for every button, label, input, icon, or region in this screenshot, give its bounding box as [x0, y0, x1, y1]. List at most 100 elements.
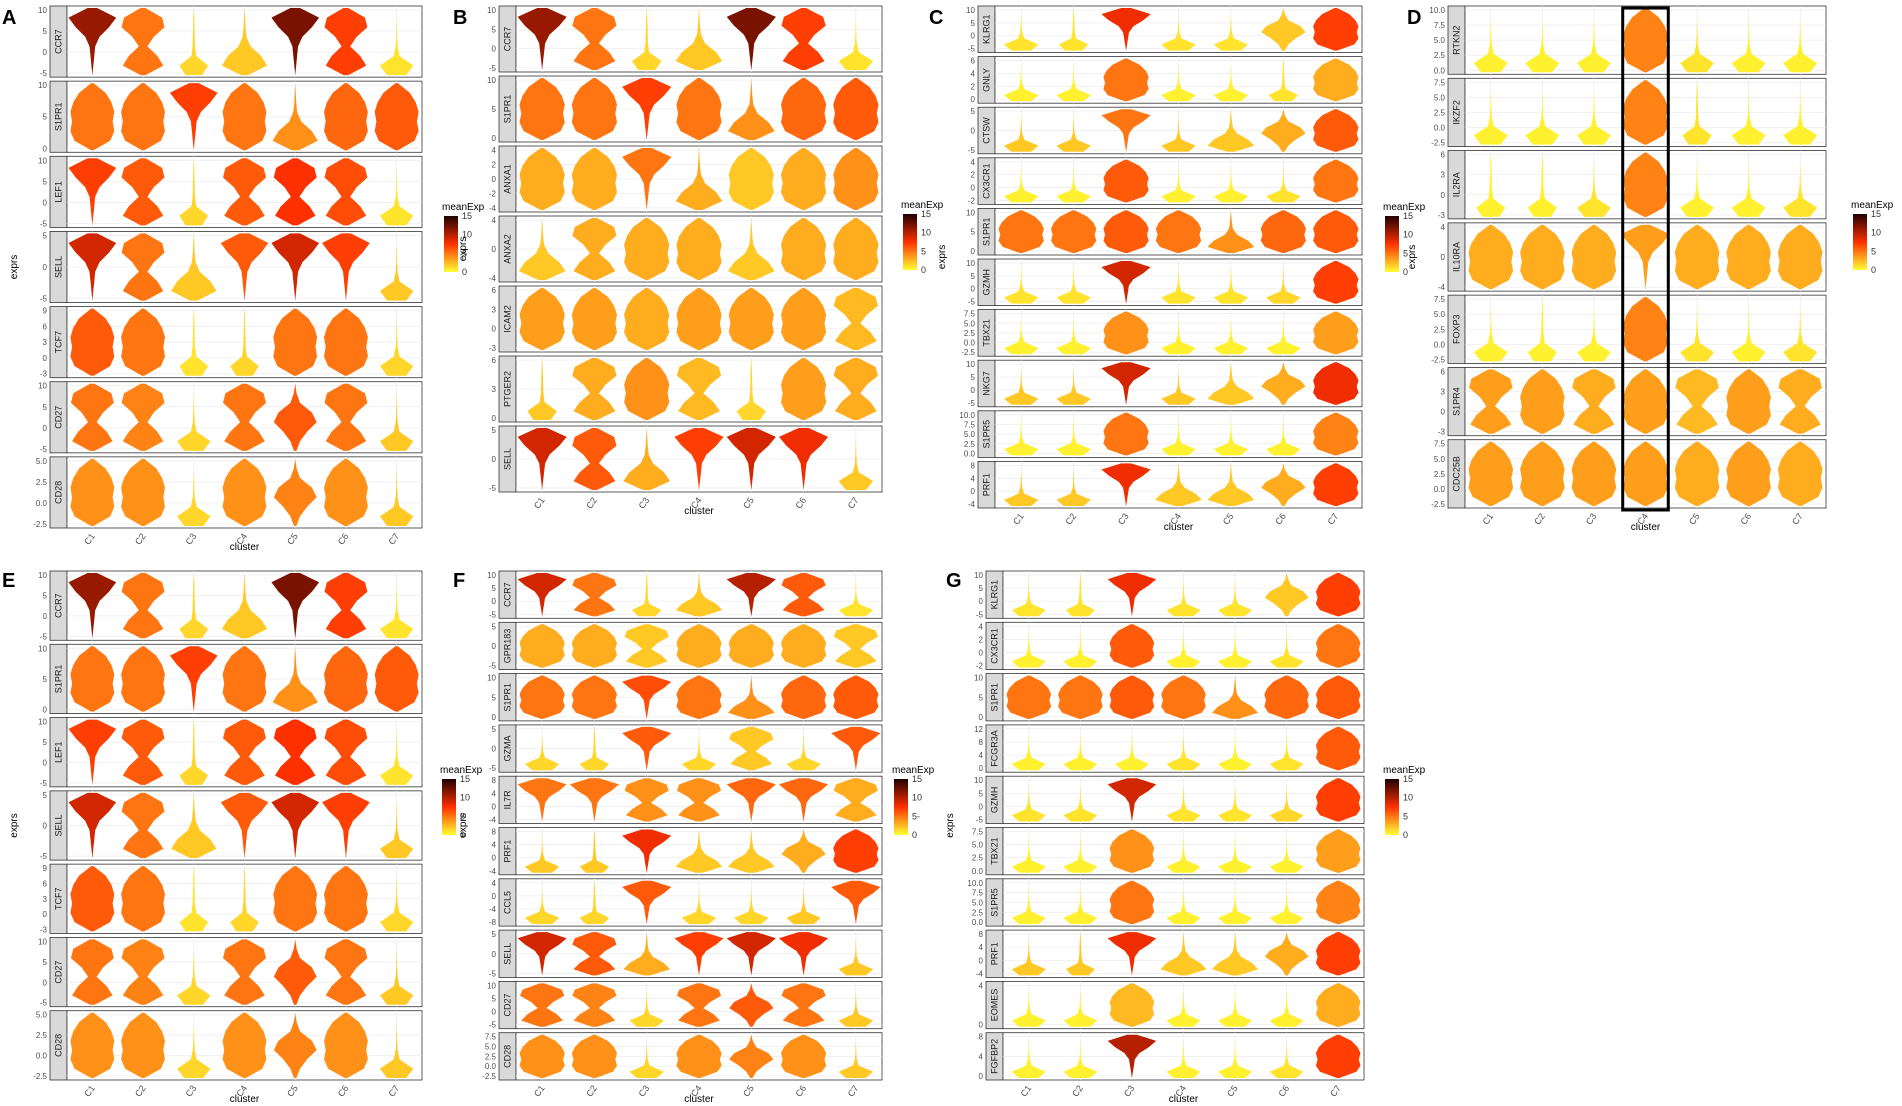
legend-tick-label: 5 [1403, 248, 1408, 258]
y-tick-label: -2.5 [1431, 139, 1445, 148]
y-axis-title: exprs [945, 813, 956, 837]
y-tick-label: 0 [492, 597, 497, 606]
x-tick-label: C1 [82, 531, 97, 546]
violin-c7 [380, 233, 414, 301]
violin-c5 [1207, 362, 1255, 405]
violin-c4 [1166, 624, 1201, 668]
violin-c6 [786, 726, 821, 771]
x-tick-label: C3 [1584, 511, 1599, 526]
violin-c5 [736, 358, 766, 420]
x-tick-label: C1 [532, 495, 547, 510]
y-tick-label: 0 [971, 487, 976, 496]
y-tick-label: 2 [492, 161, 497, 170]
violin-c5 [1218, 624, 1252, 668]
violin-c5 [1674, 224, 1720, 290]
y-tick-label: 5 [979, 789, 984, 798]
violin-c5 [271, 233, 320, 301]
violin-c3 [1107, 1034, 1157, 1078]
legend-tick-label: 15 [921, 209, 931, 219]
y-tick-label: 7.5 [972, 828, 984, 837]
violin-c7 [833, 778, 878, 822]
violin-c3 [1115, 726, 1149, 771]
gene-label: CD28 [503, 1045, 513, 1068]
y-tick-label: 10 [974, 571, 983, 580]
gene-label: GZMH [982, 269, 992, 296]
violin-c4 [221, 573, 268, 639]
gene-label: GPR183 [503, 629, 513, 664]
violin-c7 [380, 308, 414, 376]
x-tick-label: C6 [1276, 1083, 1291, 1098]
violin-c6 [324, 158, 368, 226]
colorbar [894, 779, 908, 835]
y-tick-label: 0 [492, 45, 497, 54]
gene-row-cd27: CD27 10 5 0 -5 [38, 937, 423, 1008]
gene-row-lef1: LEF1 10 5 0 -5 [38, 717, 423, 788]
violin-c5 [271, 573, 320, 639]
violin-c5 [1207, 210, 1255, 253]
violin-c2 [1056, 412, 1091, 456]
y-tick-label: 10 [487, 76, 496, 85]
violin-c4 [676, 778, 722, 822]
y-tick-label: 2.5 [36, 478, 48, 487]
violin-c4 [676, 1034, 722, 1078]
y-tick-label: -5 [489, 484, 497, 493]
violin-c3 [1577, 80, 1611, 145]
violin-c7 [1315, 983, 1361, 1027]
violin-c5 [1218, 829, 1252, 873]
gene-row-gzmh: GZMH 10 5 0 -5 [966, 258, 1363, 307]
violin-c3 [1577, 152, 1611, 217]
y-tick-label: 5 [492, 725, 497, 734]
legend-tick-label: 15 [462, 211, 472, 221]
violin-c6 [324, 83, 368, 151]
y-tick-label: 0 [971, 247, 976, 256]
y-tick-label: 5 [43, 738, 48, 747]
violin-c6 [1266, 261, 1301, 304]
violin-c7 [838, 428, 874, 490]
violin-c6 [781, 8, 826, 70]
violin-c4 [681, 726, 717, 771]
y-tick-label: -5 [968, 399, 976, 408]
violin-c5 [272, 646, 318, 712]
violin-c6 [1269, 1034, 1304, 1078]
violin-c2 [572, 428, 617, 490]
violin-c7 [374, 646, 419, 712]
x-tick-label: C2 [584, 1083, 599, 1098]
violin-c2 [1527, 297, 1557, 362]
gene-label: SELL [503, 943, 513, 965]
panel-letter: B [453, 7, 467, 29]
violin-c2 [1056, 159, 1091, 203]
violin-c6 [781, 829, 826, 873]
violin-c1 [70, 308, 115, 376]
violin-c3 [624, 624, 669, 668]
y-tick-label: 5.0 [1434, 455, 1446, 464]
violin-c6 [1731, 8, 1766, 73]
colorbar [1853, 214, 1867, 270]
violin-c7 [838, 983, 874, 1027]
y-tick-label: 4 [971, 474, 976, 483]
gene-row-tbx21: TBX21 7.5 5.0 2.5 0.0 [972, 827, 1365, 876]
y-tick-label: -4 [489, 204, 497, 213]
violin-c2 [121, 939, 165, 1005]
violin-c5 [1212, 932, 1259, 976]
violin-c2 [579, 829, 610, 873]
violin-c3 [169, 646, 218, 712]
violin-c7 [1783, 297, 1818, 362]
gene-row-klrg1: KLRG1 10 5 0 -5 [966, 5, 1363, 54]
y-tick-label: 10 [38, 937, 47, 946]
violin-c2 [1063, 1034, 1098, 1078]
gene-row-s1pr4: S1PR4 6 3 0 -3 [1438, 367, 1827, 437]
colorbar [903, 214, 917, 270]
violin-c6 [1266, 159, 1301, 203]
gene-row-anxa2: ANXA2 4 0 -4 [489, 215, 883, 283]
y-tick-label: 8 [492, 776, 497, 785]
y-tick-label: 4 [492, 146, 497, 155]
gene-row-tcf7: TCF7 9 6 3 0 -3 [40, 863, 423, 934]
y-tick-label: 10 [38, 156, 47, 165]
violin-c2 [1063, 829, 1098, 873]
violin-c3 [1103, 311, 1149, 355]
violin-c2 [1527, 152, 1557, 217]
violin-c1 [1011, 573, 1046, 617]
y-tick-label: 0 [43, 424, 48, 433]
y-tick-label: 4 [492, 789, 497, 798]
violin-c1 [1476, 152, 1506, 217]
